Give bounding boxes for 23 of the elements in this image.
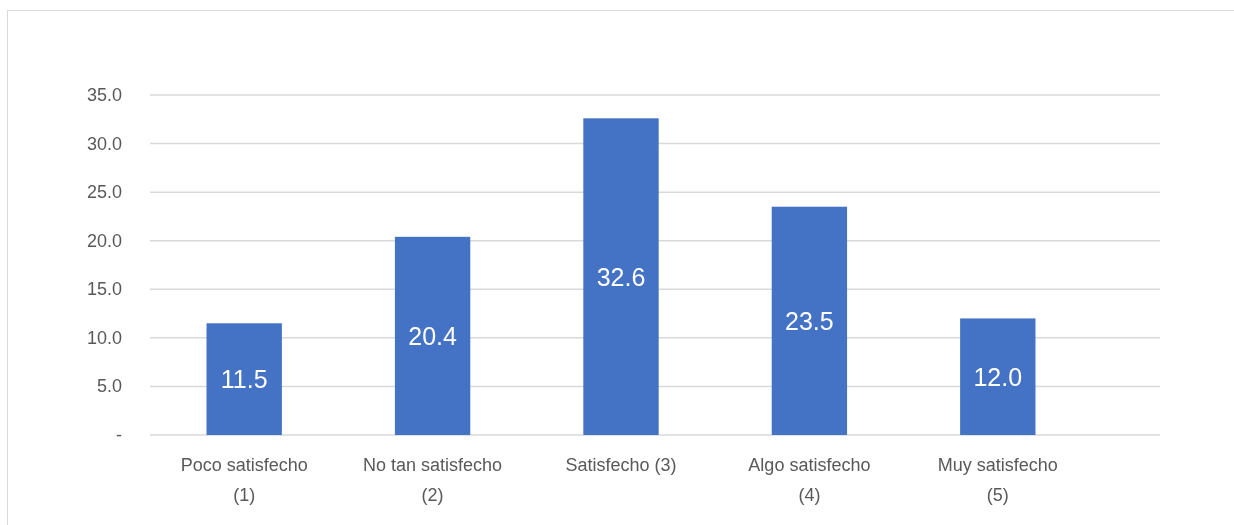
y-tick-label: 25.0 xyxy=(86,182,122,203)
bar xyxy=(206,323,282,435)
x-tick-label: Algo satisfecho (4) xyxy=(748,455,871,505)
y-tick-label: 5.0 xyxy=(96,376,122,397)
y-tick-label: 15.0 xyxy=(86,279,122,300)
data-label: 20.4 xyxy=(408,321,458,350)
x-tick-label: Satisfecho (3) xyxy=(565,455,677,475)
data-label: 11.5 xyxy=(220,365,268,394)
x-tick-label: Muy satisfecho (5) xyxy=(937,455,1058,505)
y-tick-label: - xyxy=(116,425,122,445)
bar xyxy=(771,206,848,435)
data-label: 12.0 xyxy=(973,362,1023,391)
bar xyxy=(583,118,659,435)
data-label: 32.6 xyxy=(596,262,646,291)
y-tick-label: 10.0 xyxy=(86,327,122,348)
y-tick-label: 30.0 xyxy=(86,133,122,154)
x-tick-label: No tan satisfecho (2) xyxy=(363,455,503,505)
bar xyxy=(960,318,1036,435)
bar xyxy=(394,236,471,435)
y-tick-label: 35.0 xyxy=(86,85,122,105)
x-tick-label: Poco satisfecho (1) xyxy=(180,455,308,505)
data-label: 23.5 xyxy=(785,306,834,335)
y-tick-label: 20.0 xyxy=(86,230,122,251)
